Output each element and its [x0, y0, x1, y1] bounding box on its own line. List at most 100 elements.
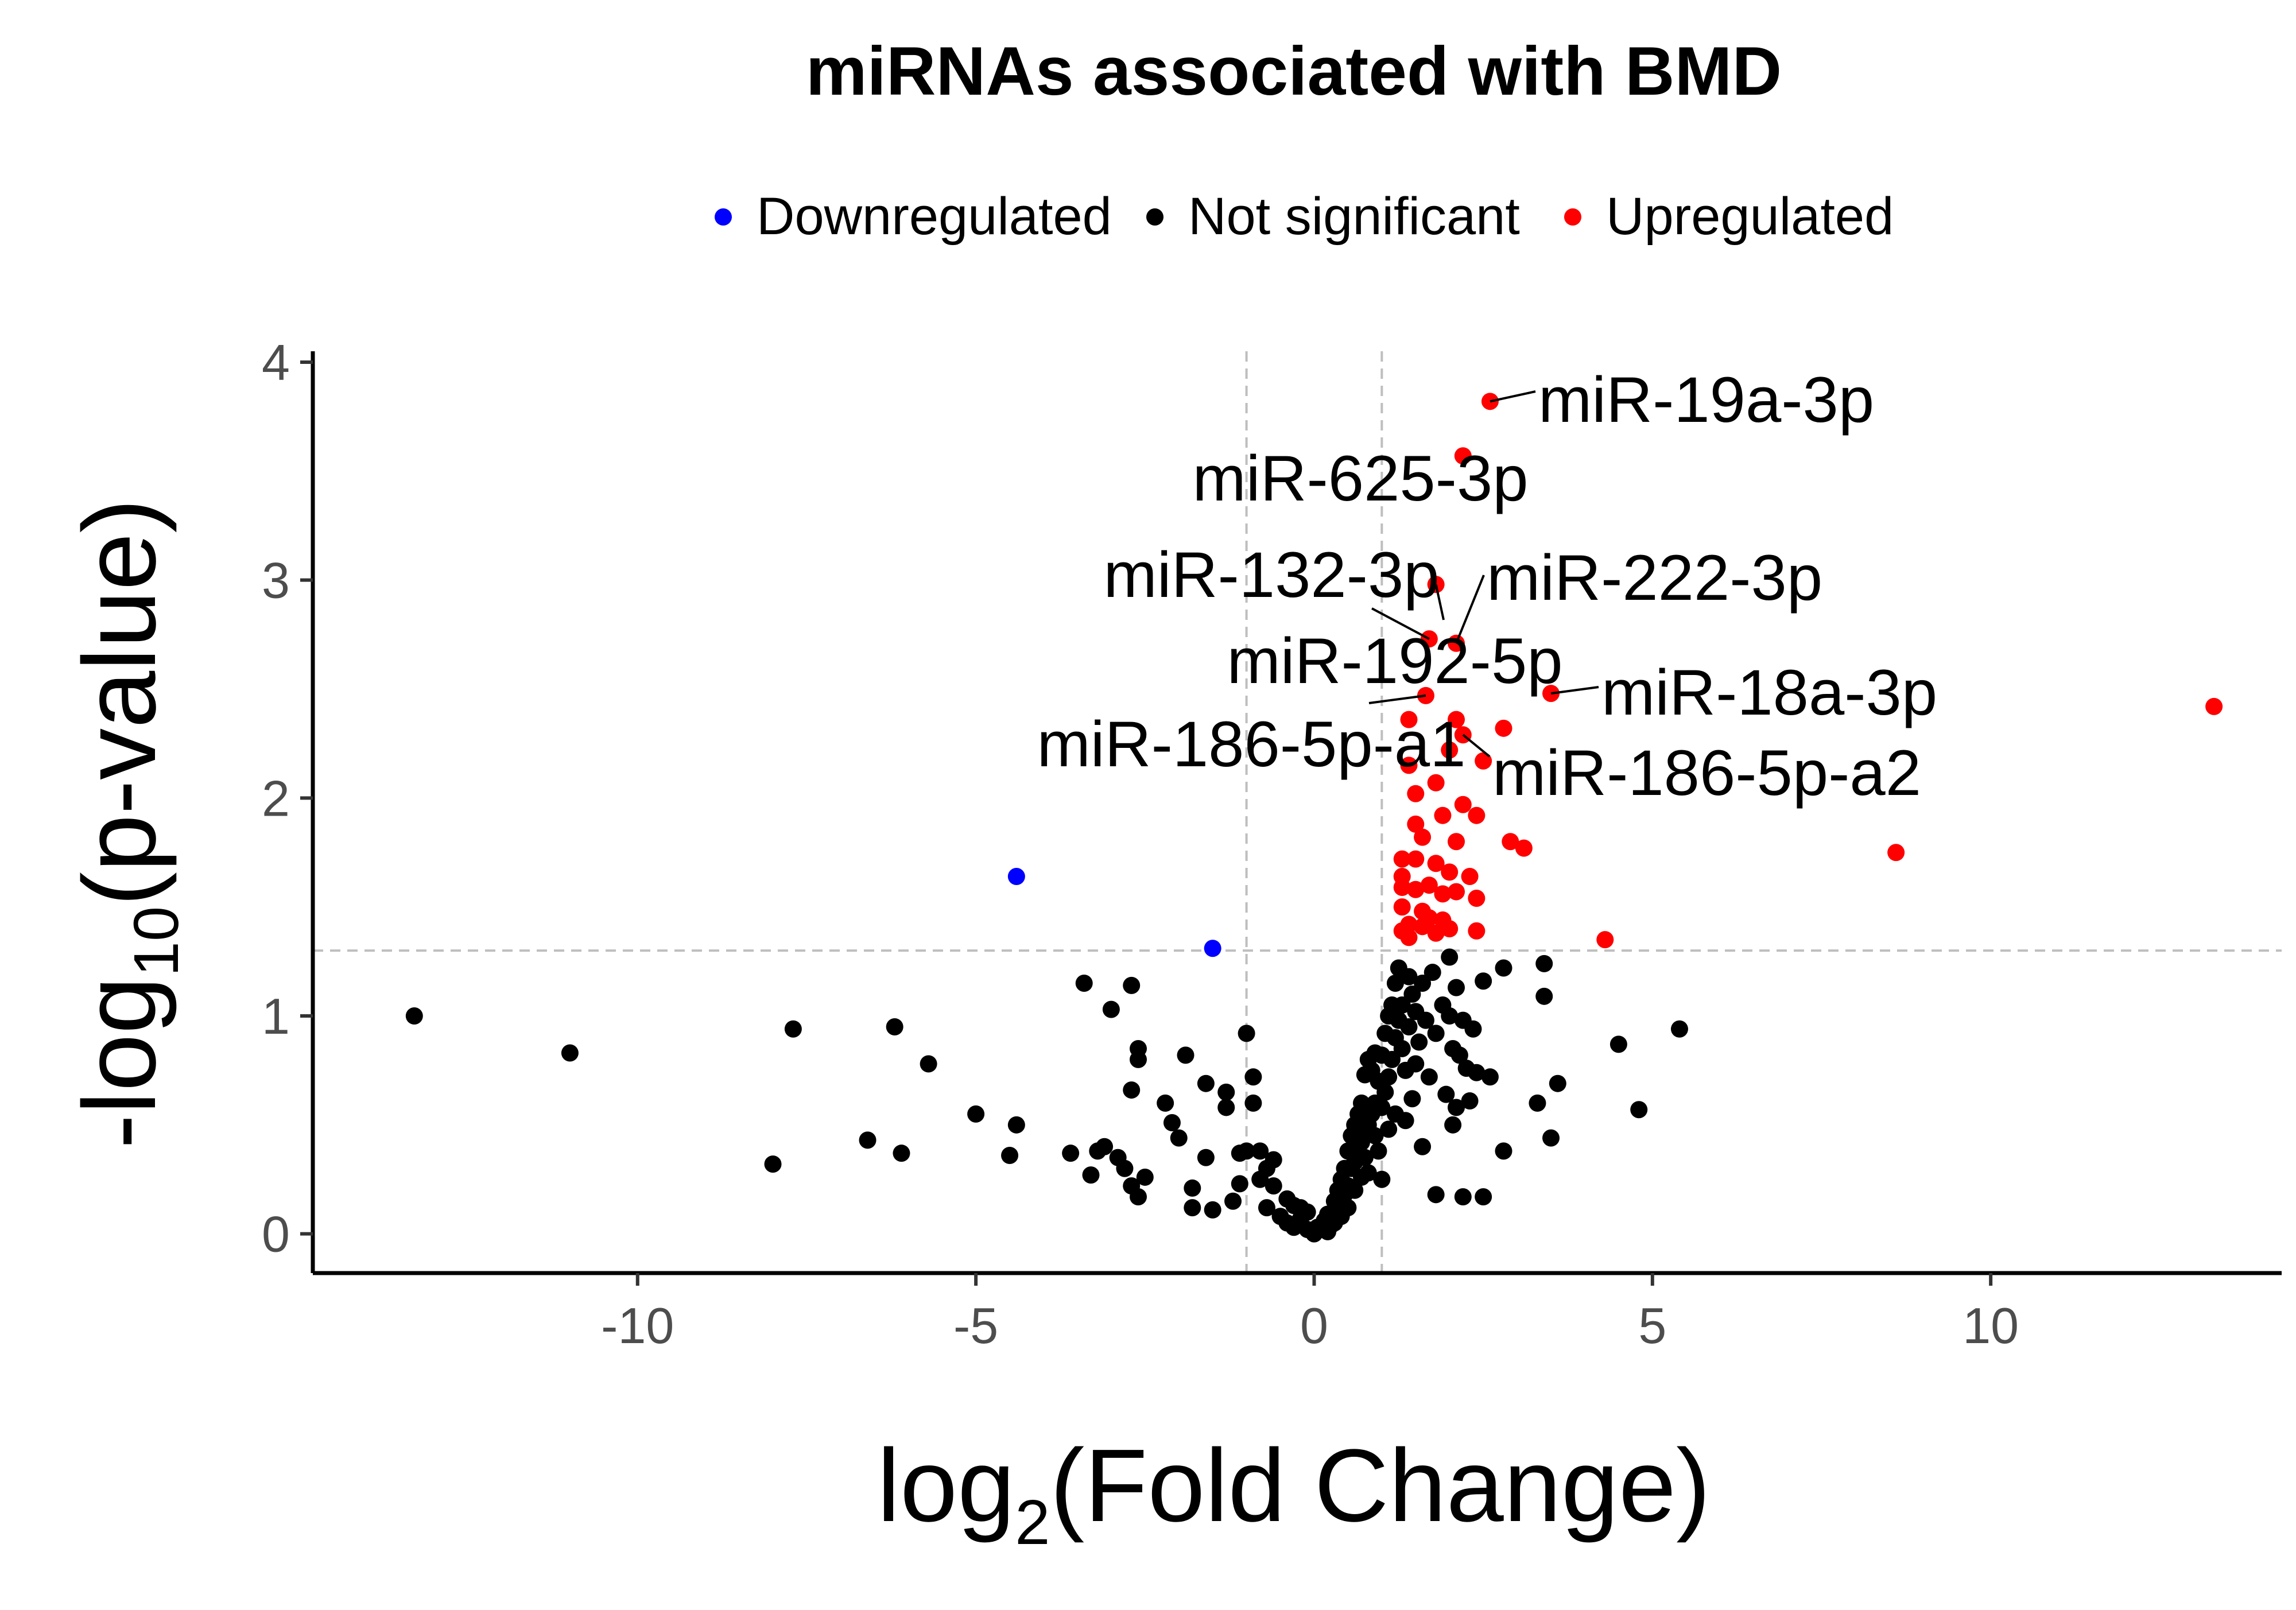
point-s1-131 [1427, 1025, 1445, 1042]
point-s1-85 [1352, 1134, 1370, 1151]
point-s1-160 [1670, 1020, 1688, 1038]
annotation-leader-3 [1455, 575, 1485, 644]
point-s1-43 [1244, 1094, 1262, 1112]
point-s2-17 [1468, 806, 1486, 824]
point-s2-12 [1475, 752, 1492, 770]
point-s2-33 [1447, 883, 1465, 901]
point-s1-42 [1244, 1068, 1262, 1086]
point-s1-81 [1346, 1181, 1364, 1199]
point-s1-129 [1420, 1068, 1438, 1086]
y-tick-label-1: 1 [262, 988, 290, 1045]
point-s1-31 [1184, 1199, 1201, 1217]
point-s2-47 [1596, 931, 1614, 949]
legend-label-2: Upregulated [1606, 187, 1894, 246]
point-s1-151 [1495, 959, 1512, 977]
point-s1-4 [859, 1131, 876, 1149]
point-s1-126 [1414, 975, 1432, 992]
point-s1-125 [1410, 1033, 1428, 1051]
point-s1-155 [1535, 987, 1553, 1005]
point-s1-34 [1204, 1201, 1221, 1219]
point-s2-36 [1393, 898, 1411, 916]
point-s2-30 [1420, 876, 1438, 894]
y-axis-ticks: 0 1 2 3 4 [262, 334, 313, 1263]
y-axis-title-subscript: 10 [121, 906, 192, 976]
point-s1-36 [1217, 1099, 1235, 1116]
annotation-leader-2 [1434, 584, 1445, 620]
point-s1-102 [1373, 1170, 1391, 1188]
point-s1-139 [1447, 979, 1465, 996]
point-s1-96 [1366, 1127, 1384, 1145]
point-s1-159 [1630, 1101, 1648, 1119]
point-s1-128 [1417, 1011, 1434, 1029]
point-s1-23 [1130, 1039, 1147, 1057]
point-s2-25 [1407, 850, 1425, 868]
point-s1-49 [1265, 1177, 1282, 1195]
point-s1-12 [1075, 975, 1093, 992]
point-s1-149 [1475, 1188, 1492, 1206]
point-s1-11 [1062, 1145, 1080, 1162]
point-s1-15 [1096, 1138, 1114, 1155]
point-s0-1 [1204, 940, 1221, 957]
point-s1-134 [1437, 1085, 1455, 1103]
point-s1-153 [1529, 1094, 1546, 1112]
legend-label-1: Not significant [1188, 187, 1520, 246]
point-s1-48 [1265, 1151, 1282, 1169]
point-s1-8 [967, 1105, 985, 1123]
point-s1-92 [1359, 1164, 1377, 1182]
y-tick-label-4: 4 [262, 334, 290, 391]
point-s1-118 [1397, 1112, 1414, 1130]
annotation-leader-5 [1550, 686, 1599, 695]
data-points [405, 393, 2223, 1243]
point-s1-18 [1116, 1159, 1134, 1177]
point-s2-16 [1454, 796, 1472, 813]
point-s2-48 [1887, 844, 1905, 862]
point-s1-147 [1468, 1064, 1486, 1081]
point-s2-13 [1400, 756, 1418, 774]
point-s1-13 [1082, 1166, 1100, 1184]
point-s1-136 [1441, 1007, 1459, 1025]
annotation-label-5: miR-18a-3p [1601, 657, 1937, 728]
point-s1-37 [1224, 1192, 1242, 1210]
point-s1-109 [1383, 1050, 1401, 1068]
point-s1-5 [886, 1018, 903, 1035]
point-s2-42 [1441, 920, 1459, 938]
point-s1-32 [1197, 1074, 1215, 1092]
point-s1-19 [1123, 976, 1141, 994]
point-s1-107 [1380, 1120, 1398, 1138]
point-s1-115 [1393, 996, 1411, 1014]
point-s2-44 [1427, 924, 1445, 942]
point-s2-32 [1393, 878, 1411, 896]
annotation-label-3: miR-222-3p [1487, 542, 1822, 614]
point-s1-127 [1414, 1138, 1432, 1155]
point-s1-143 [1454, 1188, 1472, 1206]
point-s2-7 [1400, 711, 1418, 728]
point-s1-119 [1400, 968, 1418, 986]
point-s2-1 [1454, 447, 1472, 465]
chart-title: miRNAs associated with BMD [806, 33, 1782, 110]
point-s1-27 [1163, 1114, 1181, 1132]
point-s2-41 [1414, 918, 1432, 936]
point-s1-104 [1376, 1083, 1394, 1101]
legend-key-2 [1564, 208, 1581, 226]
point-s1-9 [1001, 1146, 1019, 1164]
point-s2-19 [1407, 815, 1425, 833]
y-tick-label-3: 3 [262, 552, 290, 609]
x-tick-label-4: 10 [1963, 1297, 2019, 1354]
x-axis-title-rest: (Fold Change) [1050, 1428, 1711, 1543]
point-s0-0 [1007, 868, 1025, 886]
point-s1-141 [1450, 1046, 1468, 1064]
point-s1-148 [1475, 972, 1492, 990]
point-s2-26 [1427, 855, 1445, 872]
point-s1-2 [784, 1020, 802, 1038]
point-s1-145 [1461, 1092, 1479, 1110]
point-s2-15 [1407, 785, 1425, 802]
point-s2-22 [1502, 833, 1519, 851]
annotation-label-0: miR-19a-3p [1538, 364, 1874, 436]
point-s1-146 [1464, 1020, 1482, 1038]
x-tick-label-1: -5 [953, 1297, 998, 1354]
x-tick-label-2: 0 [1300, 1297, 1328, 1354]
point-s1-132 [1427, 1186, 1445, 1204]
point-s1-45 [1251, 1142, 1269, 1160]
point-s1-3 [764, 1155, 782, 1173]
y-tick-label-2: 2 [262, 770, 290, 827]
